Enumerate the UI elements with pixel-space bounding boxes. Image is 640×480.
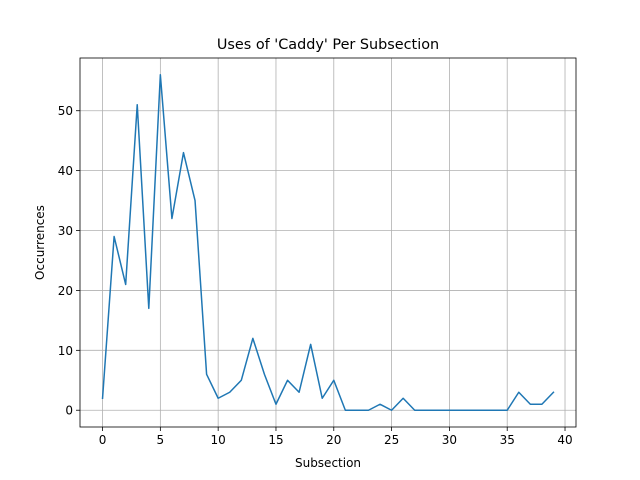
y-tick-label: 40: [58, 164, 73, 178]
x-tick-label: 5: [157, 433, 165, 447]
x-tick-label: 0: [99, 433, 107, 447]
chart-title: Uses of 'Caddy' Per Subsection: [217, 37, 439, 53]
ticks: 0 5 10 15 20 25 30 35 40 0 10 20 30 40 50: [58, 104, 573, 447]
x-tick-label: 25: [384, 433, 399, 447]
y-tick-label: 10: [58, 344, 73, 358]
y-tick-label: 0: [65, 404, 73, 418]
y-tick-label: 30: [58, 224, 73, 238]
y-axis-label: Occurrences: [33, 205, 47, 280]
plot-frame: [79, 57, 577, 428]
series-layer: [101, 74, 555, 411]
x-tick-label: 15: [268, 433, 283, 447]
x-tick-label: 30: [442, 433, 457, 447]
x-axis-label: Subsection: [295, 456, 361, 470]
y-tick-label: 20: [58, 284, 73, 298]
x-tick-label: 20: [326, 433, 341, 447]
y-tick-label: 50: [58, 104, 73, 118]
series-line: [101, 74, 555, 411]
x-tick-label: 40: [557, 433, 572, 447]
x-tick-label: 10: [211, 433, 226, 447]
grid: [80, 58, 576, 427]
x-tick-label: 35: [500, 433, 515, 447]
